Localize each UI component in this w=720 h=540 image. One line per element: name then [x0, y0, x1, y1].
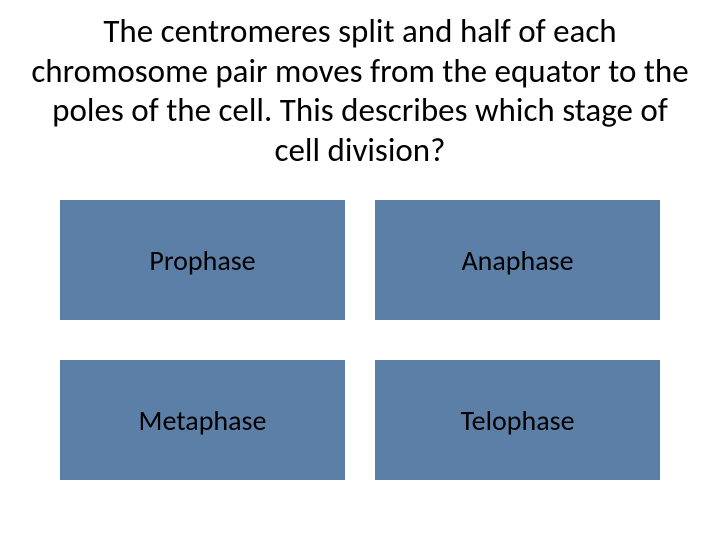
answer-label: Telophase: [461, 403, 575, 438]
answer-label: Prophase: [149, 243, 255, 278]
answer-label: Anaphase: [461, 243, 573, 278]
answer-label: Metaphase: [139, 403, 267, 438]
answer-option-prophase[interactable]: Prophase: [60, 200, 345, 320]
answers-grid: Prophase Anaphase Metaphase Telophase: [0, 190, 720, 540]
question-text: The centromeres split and half of each c…: [0, 0, 720, 190]
slide-container: The centromeres split and half of each c…: [0, 0, 720, 540]
answer-option-metaphase[interactable]: Metaphase: [60, 360, 345, 480]
answer-option-telophase[interactable]: Telophase: [375, 360, 660, 480]
answer-option-anaphase[interactable]: Anaphase: [375, 200, 660, 320]
